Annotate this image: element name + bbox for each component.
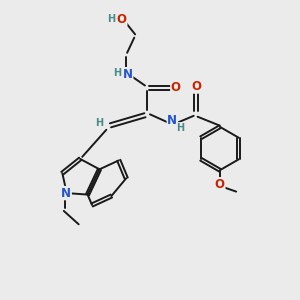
Text: O: O [171,81,181,94]
Text: N: N [123,68,133,81]
Text: N: N [61,187,71,200]
Text: O: O [117,13,127,26]
Text: H: H [177,123,185,133]
Text: O: O [215,178,225,191]
Text: O: O [191,80,201,93]
Text: H: H [113,68,122,78]
Text: H: H [95,118,103,128]
Text: N: N [167,114,177,127]
Text: H: H [107,14,116,24]
